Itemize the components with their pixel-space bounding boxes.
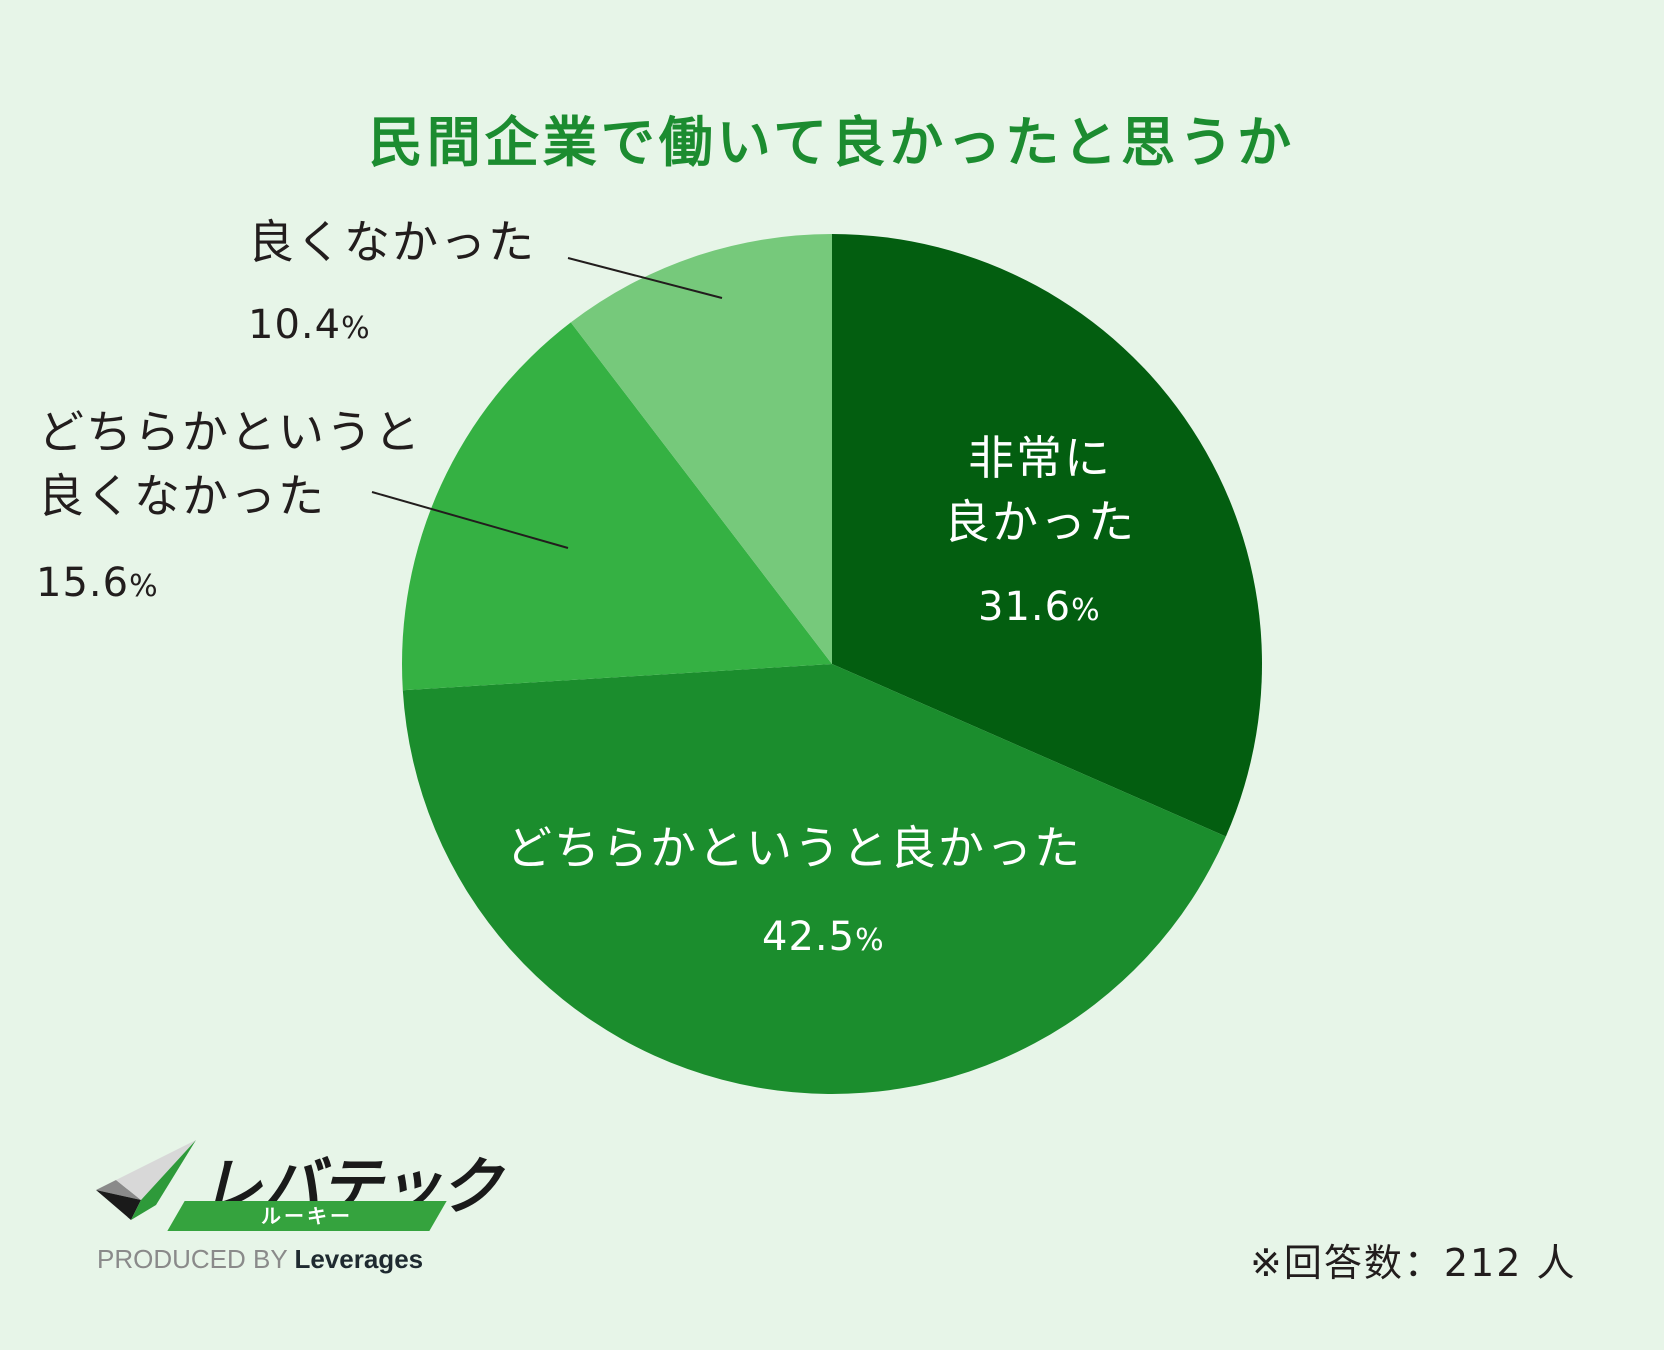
leader-line-not-good: [567, 257, 723, 299]
respondent-count: ※回答数：212 人: [1250, 1241, 1577, 1285]
slice-value-very-good: 31.6%: [978, 584, 1101, 630]
slice-value-not-good: 10.4%: [248, 302, 371, 348]
slice-not-good: [570, 234, 832, 664]
slice-somewhat-not-good: [402, 322, 832, 691]
slice-very-good: [832, 234, 1262, 837]
chart-title: 民間企業で働いて良かったと思うか: [368, 111, 1296, 174]
produced-by: PRODUCED BY Leverages: [97, 1244, 424, 1274]
slice-label-very-good: 非常に 良かった: [944, 431, 1136, 549]
logo-check-icon: [96, 1140, 196, 1220]
leader-line-somewhat-not-good: [371, 491, 569, 549]
slice-label-somewhat-good: どちらかというと良かった: [506, 821, 1082, 875]
slice-label-somewhat-not-good: どちらかというと 良くなかった: [38, 405, 422, 523]
slice-value-somewhat-not-good: 15.6%: [36, 560, 159, 606]
logo-sub: ルーキー: [261, 1204, 353, 1228]
slice-value-somewhat-good: 42.5%: [762, 914, 885, 960]
slice-label-not-good: 良くなかった: [248, 215, 536, 269]
slice-somewhat-good: [402, 664, 1226, 1094]
